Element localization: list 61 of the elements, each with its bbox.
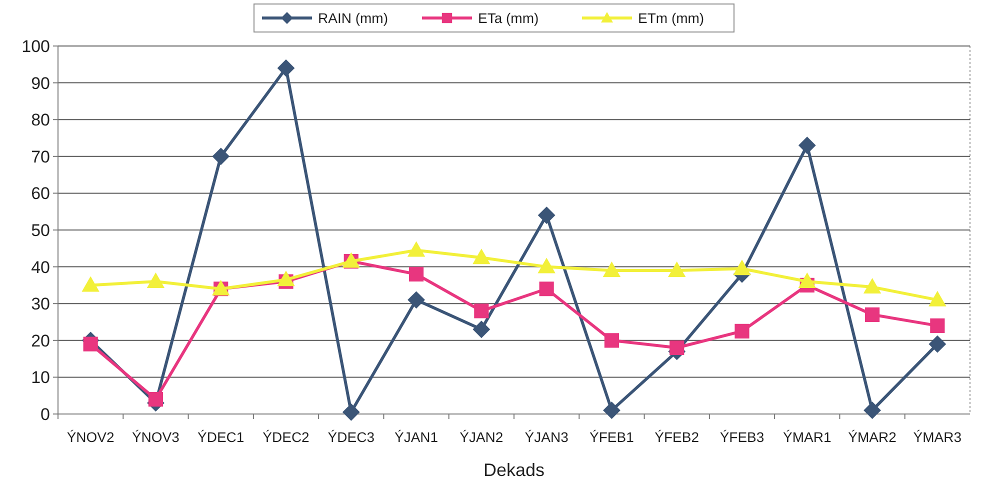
x-tick-label: ÝDEC1 (198, 429, 244, 445)
point (472, 320, 490, 338)
x-tick-label: ÝNOV3 (132, 429, 180, 445)
legend-label: RAIN (mm) (318, 10, 388, 26)
x-tick-label: ÝMAR3 (913, 429, 962, 445)
x-tick-label: ÝJAN1 (394, 429, 438, 445)
y-tick-label: 20 (31, 331, 50, 350)
point (408, 242, 425, 257)
point (83, 336, 98, 352)
point (538, 206, 556, 224)
y-tick-label: 30 (31, 294, 50, 314)
x-tick-label: ÝNOV2 (66, 429, 115, 445)
y-tick-label: 40 (31, 258, 50, 277)
point (82, 276, 100, 292)
point (603, 402, 620, 419)
x-tick-label: ÝMAR2 (848, 429, 897, 445)
point (928, 291, 946, 306)
x-tick-label: ÝJAN2 (460, 429, 504, 445)
y-tick-label: 80 (31, 110, 50, 130)
point (148, 392, 164, 407)
point (539, 282, 554, 296)
x-tick-label: ÝDEC2 (262, 429, 310, 445)
point (670, 340, 684, 356)
x-tick-label: ÝFEB1 (590, 429, 634, 445)
point (603, 262, 620, 277)
x-tick-label: ÝMAR1 (783, 429, 832, 445)
legend-label: ETm (mm) (638, 10, 704, 26)
y-tick-label: 60 (31, 184, 50, 204)
point (538, 258, 556, 274)
point (342, 404, 360, 421)
point (930, 318, 945, 333)
y-tick-label: 100 (22, 36, 50, 56)
x-tick-label: ÝJAN3 (524, 429, 569, 445)
point (734, 324, 750, 338)
point (668, 262, 686, 277)
x-axis-title: Dekads (483, 460, 545, 480)
y-tick-label: 10 (31, 368, 50, 388)
legend-label: ETa (mm) (478, 10, 539, 26)
x-tick-label: ÝFEB2 (654, 429, 700, 445)
point (604, 333, 620, 348)
point (212, 148, 230, 165)
y-tick-label: 70 (31, 147, 50, 166)
point (472, 249, 490, 264)
point (864, 307, 880, 322)
x-tick-label: ÝFEB3 (720, 429, 764, 445)
y-tick-label: 0 (40, 404, 50, 424)
x-tick-label: ÝDEC3 (328, 429, 375, 445)
point (408, 291, 425, 308)
y-tick-label: 50 (31, 220, 50, 240)
point (408, 266, 424, 282)
point (864, 402, 881, 419)
point (278, 60, 294, 77)
point (278, 271, 294, 286)
point (798, 136, 816, 154)
y-tick-label: 90 (31, 74, 50, 93)
point (864, 278, 881, 294)
point (474, 304, 489, 318)
point (928, 336, 946, 353)
point (798, 273, 816, 288)
point (734, 260, 750, 276)
point (147, 273, 164, 288)
